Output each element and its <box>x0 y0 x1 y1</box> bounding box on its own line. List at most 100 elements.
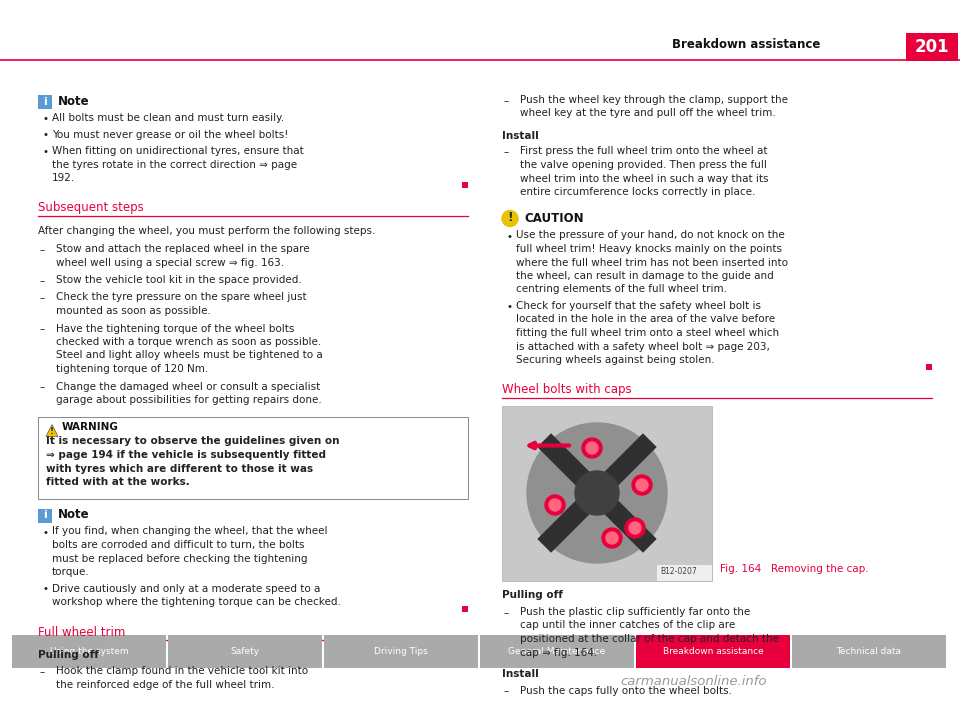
Text: must be replaced before checking the tightening: must be replaced before checking the tig… <box>52 553 307 564</box>
Text: –: – <box>40 276 45 286</box>
Text: positioned at the collar of the cap and detach the: positioned at the collar of the cap and … <box>520 634 779 644</box>
Text: bolts are corroded and difficult to turn, the bolts: bolts are corroded and difficult to turn… <box>52 540 304 550</box>
Text: garage about possibilities for getting repairs done.: garage about possibilities for getting r… <box>56 395 322 405</box>
Text: Wheel bolts with caps: Wheel bolts with caps <box>502 384 632 396</box>
Text: 201: 201 <box>915 38 949 56</box>
Text: mounted as soon as possible.: mounted as soon as possible. <box>56 306 211 316</box>
Text: It is necessary to observe the guidelines given on: It is necessary to observe the guideline… <box>46 437 340 446</box>
Text: with tyres which are different to those it was: with tyres which are different to those … <box>46 463 313 474</box>
Text: Technical data: Technical data <box>836 647 901 656</box>
Bar <box>12 635 166 668</box>
Text: the wheel, can result in damage to the guide and: the wheel, can result in damage to the g… <box>516 271 774 281</box>
Bar <box>38 95 52 109</box>
Text: General Maintenance: General Maintenance <box>509 647 606 656</box>
Text: Subsequent steps: Subsequent steps <box>38 202 144 214</box>
Text: Drive cautiously and only at a moderate speed to a: Drive cautiously and only at a moderate … <box>52 583 321 593</box>
Text: Stow the vehicle tool kit in the space provided.: Stow the vehicle tool kit in the space p… <box>56 275 301 285</box>
Text: wheel key at the tyre and pull off the wheel trim.: wheel key at the tyre and pull off the w… <box>520 108 776 119</box>
Text: –: – <box>40 325 45 335</box>
Text: All bolts must be clean and must turn easily.: All bolts must be clean and must turn ea… <box>52 113 284 123</box>
Circle shape <box>502 210 518 226</box>
Text: When fitting on unidirectional tyres, ensure that: When fitting on unidirectional tyres, en… <box>52 146 303 156</box>
Text: If you find, when changing the wheel, that the wheel: If you find, when changing the wheel, th… <box>52 527 327 536</box>
Text: i: i <box>43 97 47 107</box>
Text: cap until the inner catches of the clip are: cap until the inner catches of the clip … <box>520 621 735 631</box>
Text: full wheel trim! Heavy knocks mainly on the points: full wheel trim! Heavy knocks mainly on … <box>516 244 782 254</box>
Circle shape <box>629 522 641 534</box>
Bar <box>657 565 712 581</box>
Text: B12-0207: B12-0207 <box>660 567 697 576</box>
Text: –: – <box>504 148 509 157</box>
Text: •: • <box>42 114 48 124</box>
Text: •: • <box>42 584 48 595</box>
Text: Install: Install <box>502 669 539 679</box>
Bar <box>38 508 52 522</box>
Bar <box>792 635 946 668</box>
Text: fitting the full wheel trim onto a steel wheel which: fitting the full wheel trim onto a steel… <box>516 328 780 338</box>
Text: located in the hole in the area of the valve before: located in the hole in the area of the v… <box>516 314 775 325</box>
Text: Driving Tips: Driving Tips <box>374 647 428 656</box>
Text: centring elements of the full wheel trim.: centring elements of the full wheel trim… <box>516 285 727 295</box>
Text: Have the tightening torque of the wheel bolts: Have the tightening torque of the wheel … <box>56 323 295 333</box>
Text: Note: Note <box>58 508 89 522</box>
Text: Hook the clamp found in the vehicle tool kit into: Hook the clamp found in the vehicle tool… <box>56 666 308 676</box>
Text: CAUTION: CAUTION <box>524 212 584 224</box>
Text: the reinforced edge of the full wheel trim.: the reinforced edge of the full wheel tr… <box>56 680 275 690</box>
Circle shape <box>527 423 667 563</box>
Text: !: ! <box>507 211 513 224</box>
Text: First press the full wheel trim onto the wheel at: First press the full wheel trim onto the… <box>520 146 767 157</box>
Text: Push the plastic clip sufficiently far onto the: Push the plastic clip sufficiently far o… <box>520 607 751 617</box>
Text: where the full wheel trim has not been inserted into: where the full wheel trim has not been i… <box>516 257 788 268</box>
Text: After changing the wheel, you must perform the following steps.: After changing the wheel, you must perfo… <box>38 226 375 236</box>
Bar <box>324 635 478 668</box>
Text: !: ! <box>50 427 54 435</box>
Text: Note: Note <box>58 95 89 108</box>
Circle shape <box>625 518 645 538</box>
Text: torque.: torque. <box>52 567 89 577</box>
Text: •: • <box>506 302 512 312</box>
Text: Breakdown assistance: Breakdown assistance <box>662 647 763 656</box>
Bar <box>926 363 932 370</box>
Circle shape <box>545 495 565 515</box>
Text: •: • <box>506 231 512 242</box>
Circle shape <box>549 499 561 511</box>
Text: fitted with at the works.: fitted with at the works. <box>46 477 190 487</box>
Circle shape <box>636 479 648 491</box>
FancyBboxPatch shape <box>38 416 468 498</box>
Text: –: – <box>40 293 45 304</box>
Text: wheel well using a special screw ⇒ fig. 163.: wheel well using a special screw ⇒ fig. … <box>56 257 284 268</box>
Circle shape <box>575 471 619 515</box>
Text: entire circumference locks correctly in place.: entire circumference locks correctly in … <box>520 187 756 197</box>
Text: checked with a torque wrench as soon as possible.: checked with a torque wrench as soon as … <box>56 337 322 347</box>
Text: the tyres rotate in the correct direction ⇒ page: the tyres rotate in the correct directio… <box>52 160 298 169</box>
Bar <box>462 605 468 612</box>
Text: ⇒ page 194 if the vehicle is subsequently fitted: ⇒ page 194 if the vehicle is subsequentl… <box>46 450 326 460</box>
Bar <box>480 635 634 668</box>
Text: is attached with a safety wheel bolt ⇒ page 203,: is attached with a safety wheel bolt ⇒ p… <box>516 342 770 352</box>
Circle shape <box>602 528 622 548</box>
Text: Use the pressure of your hand, do not knock on the: Use the pressure of your hand, do not kn… <box>516 231 784 240</box>
Bar <box>906 33 958 61</box>
Text: Push the wheel key through the clamp, support the: Push the wheel key through the clamp, su… <box>520 95 788 105</box>
Text: Pulling off: Pulling off <box>38 650 99 659</box>
Text: •: • <box>42 131 48 141</box>
Text: –: – <box>40 245 45 255</box>
Circle shape <box>632 475 652 495</box>
Polygon shape <box>46 425 58 437</box>
Text: •: • <box>42 527 48 538</box>
Text: workshop where the tightening torque can be checked.: workshop where the tightening torque can… <box>52 597 341 607</box>
Text: Pulling off: Pulling off <box>502 591 563 600</box>
Text: Full wheel trim: Full wheel trim <box>38 626 126 638</box>
Circle shape <box>606 532 618 544</box>
Text: You must never grease or oil the wheel bolts!: You must never grease or oil the wheel b… <box>52 129 289 139</box>
Text: Steel and light alloy wheels must be tightened to a: Steel and light alloy wheels must be tig… <box>56 351 323 361</box>
Text: carmanualsonline.info: carmanualsonline.info <box>620 675 766 688</box>
Text: –: – <box>504 687 509 697</box>
Bar <box>502 406 712 581</box>
Text: Safety: Safety <box>230 647 259 656</box>
Text: Check the tyre pressure on the spare wheel just: Check the tyre pressure on the spare whe… <box>56 292 306 302</box>
Text: Using the system: Using the system <box>50 647 129 656</box>
Text: –: – <box>40 667 45 677</box>
Text: Install: Install <box>502 131 539 141</box>
Text: •: • <box>42 147 48 157</box>
